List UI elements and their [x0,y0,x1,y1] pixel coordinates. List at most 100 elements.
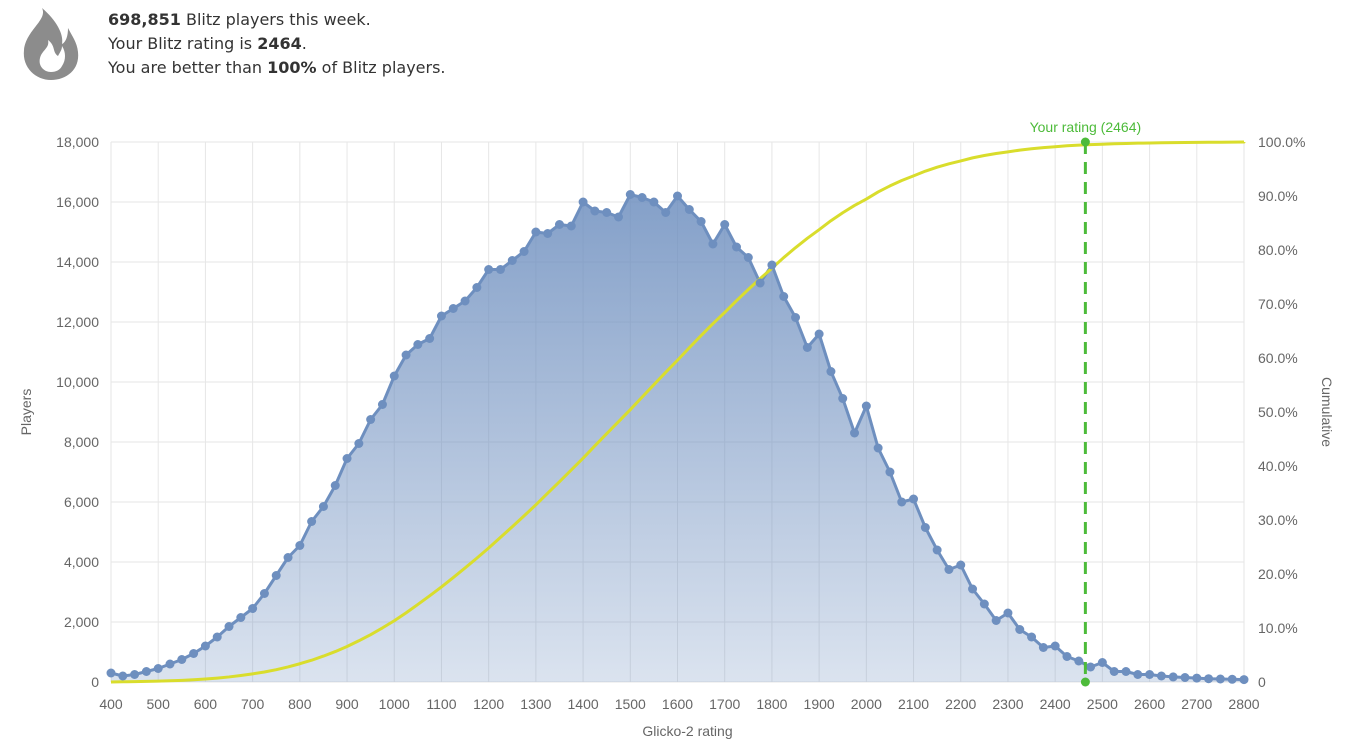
x-tick-label: 400 [99,696,123,712]
players-data-point [153,664,163,673]
players-data-point [625,190,635,199]
y-right-tick-label: 80.0% [1258,242,1298,258]
x-tick-label: 1000 [379,696,410,712]
players-data-point [1204,674,1214,684]
players-data-point [673,191,682,201]
players-data-point [1097,658,1107,667]
x-tick-label: 1600 [662,696,693,712]
rating-line: Your Blitz rating is 2464. [108,32,446,56]
y-right-tick-label: 40.0% [1258,458,1298,474]
players-data-point [637,193,647,202]
y-right-tick-label: 70.0% [1258,296,1298,312]
x-tick-label: 900 [335,696,359,712]
players-data-point [1038,643,1048,652]
percentile-line: You are better than 100% of Blitz player… [108,56,446,80]
players-data-point [991,616,1001,625]
y-tick-label: 14,000 [56,254,99,270]
players-data-point [401,350,411,360]
x-tick-label: 2600 [1134,696,1165,712]
players-data-point [696,217,706,226]
y-right-tick-label: 0 [1258,674,1266,690]
players-data-point [861,401,871,411]
players-data-point [602,208,612,217]
y-tick-label: 18,000 [56,134,99,150]
y-right-tick-label: 10.0% [1258,620,1298,636]
players-data-point [200,641,210,651]
stats-text: 698,851 Blitz players this week. Your Bl… [108,8,446,80]
players-data-point [661,208,671,217]
y-tick-label: 8,000 [64,434,99,450]
cumulative-layer [110,140,1246,684]
x-tick-label: 2500 [1087,696,1118,712]
x-tick-label: 2300 [992,696,1023,712]
players-data-point [1027,632,1037,642]
players-data-point [1215,674,1225,684]
players-data-point [271,571,281,580]
players-data-point [295,541,305,550]
y-right-tick-label: 30.0% [1258,512,1298,528]
flame-icon [23,8,79,80]
players-data-point [436,311,446,321]
your-rating-marker: Your rating (2464) [1030,119,1142,687]
y-tick-label: 6,000 [64,494,99,510]
your-rating-label: Your rating (2464) [1030,119,1142,135]
players-data-point [330,481,340,490]
y-right-tick-label: 100.0% [1258,134,1305,150]
players-data-point [177,655,187,664]
players-data-point [519,247,529,256]
better-value: 100% [267,58,317,77]
players-data-point [1074,656,1084,666]
y-tick-label: 0 [91,674,99,690]
x-tick-label: 800 [288,696,312,712]
x-tick-label: 2200 [945,696,976,712]
players-data-point [472,283,482,292]
players-data-point [968,584,978,594]
x-tick-label: 2100 [898,696,929,712]
players-data-point [1062,652,1072,661]
players-line: 698,851 Blitz players this week. [108,8,446,32]
y-tick-label: 2,000 [64,614,99,630]
players-data-point [684,205,694,214]
players-data-point [554,220,564,229]
players-data-point [106,668,116,678]
players-area-fill [111,194,1244,682]
players-data-point [613,212,623,222]
players-data-point [1180,673,1190,682]
players-data-point [979,599,989,609]
your-rating-bottom-dot [1080,677,1090,687]
players-data-point [1133,670,1143,679]
rating-suffix: . [301,34,307,53]
players-data-point [342,454,352,463]
players-data-point [377,400,387,409]
y-tick-label: 10,000 [56,374,99,390]
y-right-tick-label: 90.0% [1258,188,1298,204]
x-tick-label: 2700 [1181,696,1212,712]
y-right-tick-label: 50.0% [1258,404,1298,420]
rating-prefix: Your Blitz rating is [108,34,258,53]
rating-value: 2464 [257,34,302,53]
players-data-point [1145,670,1155,679]
x-tick-label: 2800 [1228,696,1259,712]
players-data-point [448,304,458,313]
players-data-point [1239,675,1249,685]
x-tick-label: 600 [194,696,218,712]
players-data-point [543,229,553,238]
players-data-point [802,343,812,352]
players-data-point [1050,641,1060,651]
players-data-point [318,502,328,511]
players-data-point [897,497,907,507]
players-data-point [307,517,317,526]
players-data-point [495,265,505,274]
players-data-point [720,220,730,229]
players-data-point [590,206,600,216]
players-data-point [425,334,435,343]
x-tick-label: 1400 [568,696,599,712]
players-data-point [389,371,399,381]
players-data-point [850,428,860,438]
players-data-point [1086,662,1096,672]
x-tick-label: 500 [147,696,171,712]
players-data-point [413,340,423,349]
players-suffix: Blitz players this week. [180,10,371,29]
players-points [106,190,1249,685]
